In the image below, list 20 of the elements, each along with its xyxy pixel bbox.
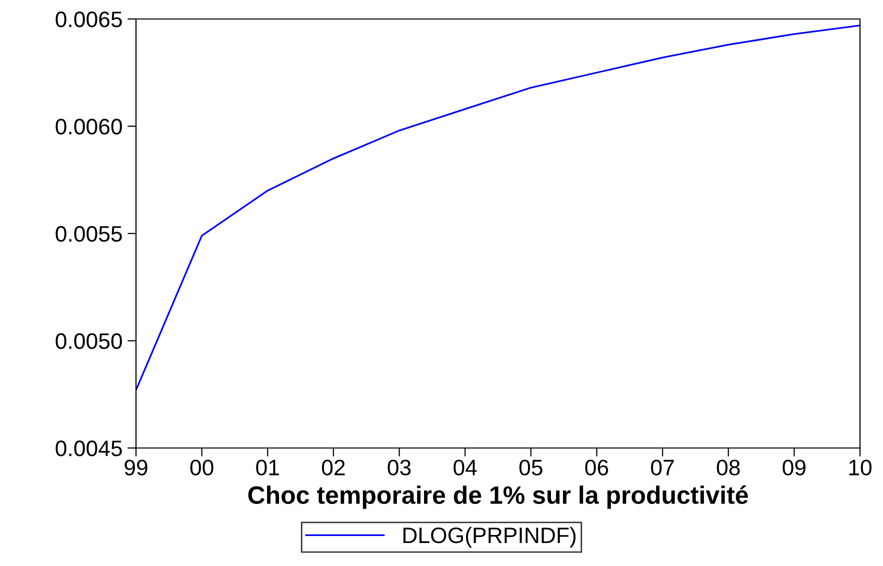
x-tick-label: 08 [716,460,740,476]
y-tick-label: 0.0060 [56,118,122,135]
y-tick-label: 0.0055 [56,226,122,242]
y-tick-label: 0.0050 [56,333,122,350]
y-tick-label: 0.0065 [56,12,122,28]
x-tick-label: 05 [519,460,542,476]
x-tick-label: 06 [585,460,608,476]
x-tick-label: 00 [190,460,214,476]
x-tick-label: 03 [388,460,411,476]
x-tick-label: 09 [782,460,806,476]
line-series [136,24,860,391]
x-tick-label: 10 [849,460,872,476]
legend-label: DLOG(PRPINDF) [403,526,576,548]
x-tick-label: 99 [124,460,148,476]
y-tick-label: 0.0045 [56,440,122,456]
x-tick-label: 07 [651,460,674,476]
x-axis-title: Choc temporaire de 1% sur la productivité [248,485,748,509]
x-tick-label: 02 [322,460,345,476]
x-tick-label: 01 [256,460,279,476]
x-tick-label: 04 [454,460,477,476]
